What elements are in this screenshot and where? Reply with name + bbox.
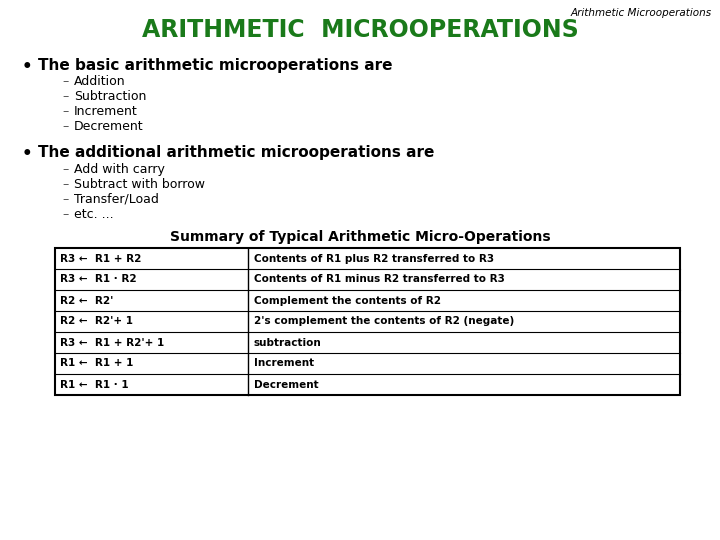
Text: subtraction: subtraction (254, 338, 322, 348)
Text: R3 ←  R1 + R2: R3 ← R1 + R2 (60, 253, 141, 264)
Text: R1 ←  R1 · 1: R1 ← R1 · 1 (60, 380, 129, 389)
Text: Contents of R1 minus R2 transferred to R3: Contents of R1 minus R2 transferred to R… (254, 274, 505, 285)
Text: The basic arithmetic microoperations are: The basic arithmetic microoperations are (38, 58, 392, 73)
Text: Arithmetic Microoperations: Arithmetic Microoperations (571, 8, 712, 18)
Text: etc. ...: etc. ... (74, 208, 114, 221)
Text: –: – (62, 75, 68, 88)
Text: –: – (62, 120, 68, 133)
Text: –: – (62, 163, 68, 176)
Text: –: – (62, 90, 68, 103)
Text: •: • (22, 145, 32, 163)
Text: Add with carry: Add with carry (74, 163, 165, 176)
Bar (55, 248, 680, 395)
Text: The additional arithmetic microoperations are: The additional arithmetic microoperation… (38, 145, 434, 160)
Text: –: – (62, 105, 68, 118)
Text: 2's complement the contents of R2 (negate): 2's complement the contents of R2 (negat… (254, 316, 514, 327)
Text: Complement the contents of R2: Complement the contents of R2 (254, 295, 441, 306)
Text: Decrement: Decrement (74, 120, 143, 133)
Text: •: • (22, 58, 32, 76)
Text: Addition: Addition (74, 75, 125, 88)
Text: Summary of Typical Arithmetic Micro-Operations: Summary of Typical Arithmetic Micro-Oper… (170, 230, 550, 244)
Text: Subtract with borrow: Subtract with borrow (74, 178, 205, 191)
Text: R2 ←  R2'+ 1: R2 ← R2'+ 1 (60, 316, 133, 327)
Text: Contents of R1 plus R2 transferred to R3: Contents of R1 plus R2 transferred to R3 (254, 253, 494, 264)
Text: R3 ←  R1 + R2'+ 1: R3 ← R1 + R2'+ 1 (60, 338, 164, 348)
Text: –: – (62, 178, 68, 191)
Text: R3 ←  R1 · R2: R3 ← R1 · R2 (60, 274, 137, 285)
Text: Decrement: Decrement (254, 380, 319, 389)
Text: R2 ←  R2': R2 ← R2' (60, 295, 113, 306)
Text: R1 ←  R1 + 1: R1 ← R1 + 1 (60, 359, 133, 368)
Text: –: – (62, 208, 68, 221)
Text: Increment: Increment (254, 359, 314, 368)
Text: ARITHMETIC  MICROOPERATIONS: ARITHMETIC MICROOPERATIONS (142, 18, 578, 42)
Text: Transfer/Load: Transfer/Load (74, 193, 159, 206)
Text: Subtraction: Subtraction (74, 90, 146, 103)
Text: Increment: Increment (74, 105, 138, 118)
Text: –: – (62, 193, 68, 206)
